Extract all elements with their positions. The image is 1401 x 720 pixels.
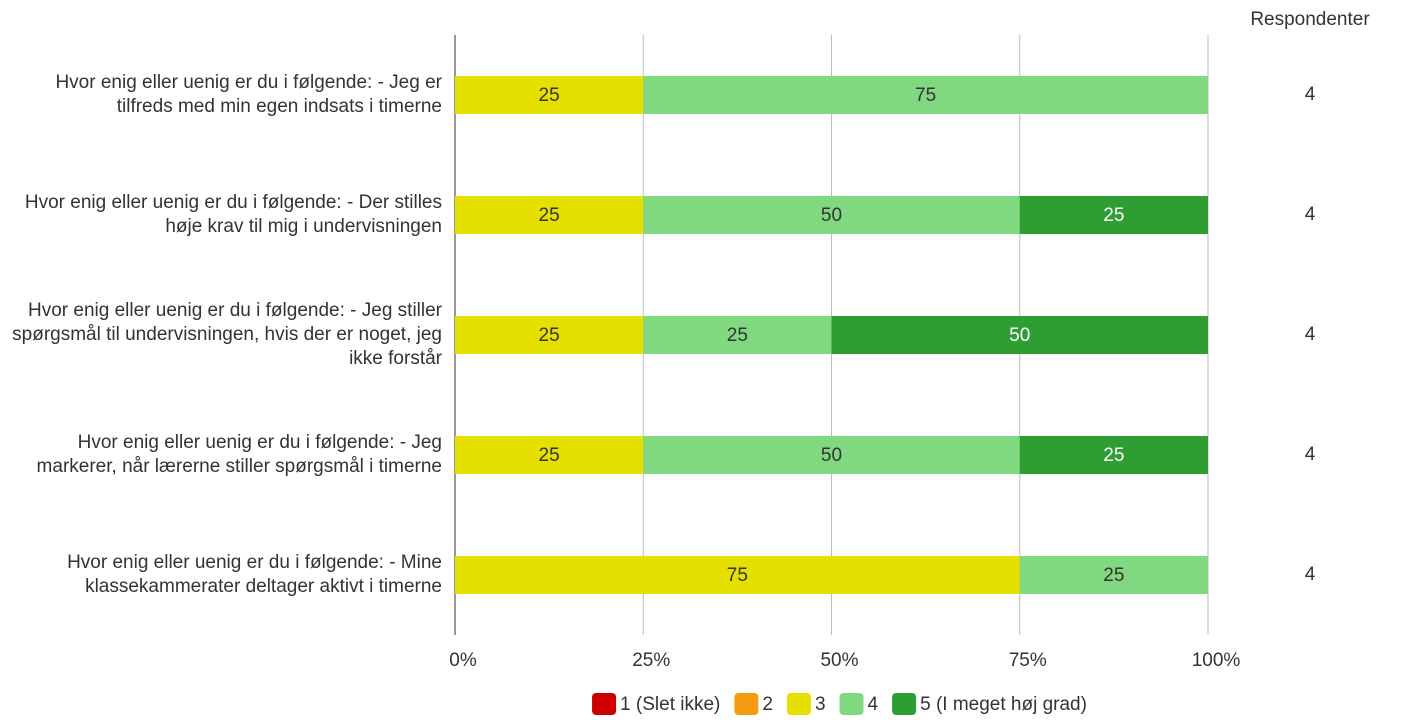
data-label: 25 [539, 205, 560, 226]
category-label-box: Hvor enig eller uenig er du i følgende: … [67, 552, 442, 597]
bar-segment [455, 196, 644, 234]
bar-segment [455, 76, 644, 114]
legend-label: 2 [762, 694, 773, 715]
data-label: 25 [1103, 205, 1124, 226]
category-label-box: Hvor enig eller uenig er du i følgende: … [24, 192, 442, 237]
respondents-title: Respondenter [1250, 9, 1370, 30]
respondents-value: 4 [1305, 444, 1316, 465]
legend-item: 1 (Slet ikke) [592, 693, 720, 715]
legend-label: 3 [815, 694, 826, 715]
bar-segment [1019, 196, 1208, 234]
data-label: 75 [915, 85, 936, 106]
legend-item: 4 [839, 693, 879, 715]
legend-swatch [892, 693, 917, 715]
x-tick-label: 100% [1192, 650, 1241, 671]
legend-swatch [839, 693, 864, 715]
data-label: 25 [539, 85, 560, 106]
category-label: Hvor enig eller uenig er du i følgende: … [12, 300, 442, 369]
category-label: Hvor enig eller uenig er du i følgende: … [55, 72, 442, 117]
data-label: 25 [1103, 445, 1124, 466]
legend-item: 3 [786, 693, 826, 715]
respondents-value: 4 [1305, 564, 1316, 585]
data-label: 25 [727, 325, 748, 346]
x-tick-label: 25% [632, 650, 670, 671]
legend-label: 5 (I meget høj grad) [920, 694, 1087, 715]
respondents-value: 4 [1305, 204, 1316, 225]
legend-label: 1 (Slet ikke) [620, 694, 720, 715]
x-tick-label: 0% [449, 650, 477, 671]
category-label-box: Hvor enig eller uenig er du i følgende: … [36, 432, 442, 477]
data-label: 75 [727, 565, 748, 586]
bar-segment [455, 556, 1020, 594]
category-label: Hvor enig eller uenig er du i følgende: … [36, 432, 442, 477]
legend-label: 4 [868, 694, 879, 715]
data-label: 50 [821, 445, 842, 466]
data-label: 25 [539, 445, 560, 466]
bar-segment [1019, 436, 1208, 474]
bar-segment [643, 196, 1020, 234]
legend-item: 2 [734, 693, 773, 715]
bar-segment [1019, 556, 1208, 594]
bar-segment [643, 436, 1020, 474]
category-label-box: Hvor enig eller uenig er du i følgende: … [12, 300, 442, 369]
legend-item: 5 (I meget høj grad) [892, 693, 1087, 715]
data-label: 25 [539, 325, 560, 346]
data-label: 25 [1103, 565, 1124, 586]
bar-segment [643, 76, 1208, 114]
category-label: Hvor enig eller uenig er du i følgende: … [24, 192, 442, 237]
bar-segment [455, 316, 644, 354]
category-label-box: Hvor enig eller uenig er du i følgende: … [55, 72, 442, 117]
legend-swatch [592, 693, 617, 715]
legend-swatch [734, 693, 759, 715]
bar-segment [455, 436, 644, 474]
respondents-value: 4 [1305, 84, 1316, 105]
legend-swatch [786, 693, 811, 715]
bar-segment [831, 316, 1208, 354]
category-label: Hvor enig eller uenig er du i følgende: … [67, 552, 442, 597]
x-tick-label: 75% [1009, 650, 1047, 671]
data-label: 50 [1009, 325, 1030, 346]
x-tick-label: 50% [820, 650, 858, 671]
bar-segment [643, 316, 832, 354]
respondents-value: 4 [1305, 324, 1316, 345]
data-label: 50 [821, 205, 842, 226]
